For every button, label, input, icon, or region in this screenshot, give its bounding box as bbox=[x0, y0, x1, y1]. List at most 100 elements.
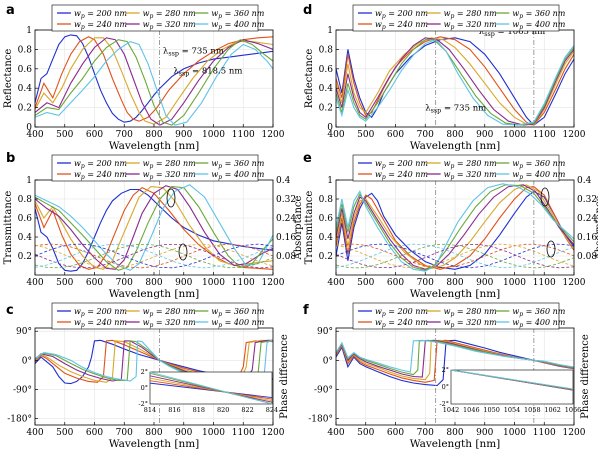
series-line-w-p-400-nm bbox=[35, 184, 273, 271]
panel-letter-e: e bbox=[303, 151, 312, 166]
legend-entry-w-p-360-nm: wp = 360 nm bbox=[512, 307, 565, 318]
y-tick-label: 0° bbox=[22, 356, 32, 366]
absorptance-line-w-p-360-nm bbox=[35, 243, 273, 269]
x-tick-label: 900 bbox=[476, 130, 493, 140]
axis-marker-oval bbox=[178, 243, 188, 261]
y-tick-label: 0° bbox=[323, 356, 333, 366]
x-tick-label: 700 bbox=[417, 130, 434, 140]
x-tick-label: 600 bbox=[86, 130, 103, 140]
absorptance-line-w-p-200-nm bbox=[35, 243, 273, 269]
legend-entry-w-p-280-nm: wp = 280 nm bbox=[444, 159, 497, 170]
legend-entry-w-p-400-nm: wp = 400 nm bbox=[211, 170, 264, 181]
legend-entry-w-p-360-nm: wp = 360 nm bbox=[211, 159, 264, 170]
x-tick-label: 400 bbox=[26, 278, 43, 288]
x-tick-label: 700 bbox=[116, 428, 133, 438]
x-axis-label: Wavelength [nm] bbox=[410, 438, 501, 450]
x-tick-label: 600 bbox=[387, 278, 404, 288]
x-tick-label: 600 bbox=[86, 278, 103, 288]
x-tick-label: 900 bbox=[175, 278, 192, 288]
y-tick-label: -180° bbox=[7, 415, 32, 425]
inset-line-w-p-400-nm bbox=[149, 371, 273, 405]
legend-entry-w-p-240-nm: wp = 240 nm bbox=[375, 20, 428, 31]
legend-entry-w-p-360-nm: wp = 360 nm bbox=[512, 159, 565, 170]
y-tick-label: 0.2 bbox=[319, 104, 333, 114]
absorptance-line-w-p-320-nm bbox=[336, 243, 574, 269]
axis-marker-oval bbox=[546, 240, 556, 258]
legend-entry-w-p-400-nm: wp = 400 nm bbox=[211, 318, 264, 329]
x-tick-label: 1200 bbox=[563, 278, 586, 288]
x-tick-label: 900 bbox=[476, 278, 493, 288]
inset-line-w-p-400-nm bbox=[450, 369, 574, 390]
series-line-w-p-240-nm bbox=[336, 36, 574, 126]
x-tick-label: 1200 bbox=[262, 428, 285, 438]
absorptance-line-w-p-320-nm bbox=[35, 244, 273, 269]
inset-x-tick-label: 822 bbox=[241, 406, 253, 414]
y-tick-label: -180° bbox=[308, 415, 333, 425]
x-tick-label: 1000 bbox=[503, 428, 526, 438]
x-tick-label: 500 bbox=[56, 428, 73, 438]
panel-b: b 400 500 600 700 800 900 1000 1100 1200 0.2 0.4 0.6… bbox=[3, 151, 304, 300]
series-line-w-p-200-nm bbox=[336, 339, 574, 387]
x-tick-label: 600 bbox=[86, 428, 103, 438]
x-axis-label: Wavelength [nm] bbox=[109, 140, 200, 152]
x-tick-label: 800 bbox=[145, 278, 162, 288]
legend: wp = 200 nm wp = 280 nm wp = 360 nm wp = 24… bbox=[51, 302, 265, 330]
y-tick-label: 0.4 bbox=[18, 233, 33, 243]
annotation: λssp = 1065 nm bbox=[479, 27, 545, 38]
annotation: λssp = 735 nm bbox=[425, 104, 486, 115]
y-tick-label: 0 bbox=[26, 123, 32, 133]
inset-x-tick-label: 1058 bbox=[524, 406, 541, 414]
legend-entry-w-p-240-nm: wp = 240 nm bbox=[74, 20, 127, 31]
panel-d: d 400 500 600 700 800 900 1000 1100 1200 0 0.2 0.4 0.… bbox=[303, 3, 586, 152]
x-tick-label: 500 bbox=[357, 130, 374, 140]
absorptance-line-w-p-400-nm bbox=[35, 243, 273, 269]
y-tick-label: 0 bbox=[327, 123, 333, 133]
x-tick-label: 400 bbox=[26, 428, 43, 438]
series-line-w-p-320-nm bbox=[35, 37, 273, 126]
legend-entry-w-p-200-nm: wp = 200 nm bbox=[375, 307, 428, 318]
y2-axis-label: Absorptance bbox=[594, 195, 598, 260]
legend-entry-w-p-360-nm: wp = 360 nm bbox=[211, 9, 264, 20]
y-axis-label: Phase difference bbox=[279, 334, 290, 419]
legend-entry-w-p-200-nm: wp = 200 nm bbox=[74, 159, 127, 170]
inset-x-tick-label: 1050 bbox=[483, 406, 500, 414]
legend-entry-w-p-360-nm: wp = 360 nm bbox=[211, 307, 264, 318]
y2-tick-label: 0.32 bbox=[276, 195, 296, 205]
x-axis-label: Wavelength [nm] bbox=[109, 438, 200, 450]
legend-entry-w-p-240-nm: wp = 240 nm bbox=[375, 318, 428, 329]
inset-x-tick-label: 816 bbox=[168, 406, 180, 414]
legend-entry-w-p-400-nm: wp = 400 nm bbox=[512, 318, 565, 329]
annotation: λssp = 735 nm bbox=[163, 46, 224, 57]
legend-entry-w-p-320-nm: wp = 320 nm bbox=[444, 318, 497, 329]
x-tick-label: 800 bbox=[446, 428, 463, 438]
panel-letter-f: f bbox=[303, 303, 309, 318]
x-tick-label: 500 bbox=[56, 130, 73, 140]
y-tick-label: 1 bbox=[26, 26, 32, 36]
x-tick-label: 900 bbox=[476, 428, 493, 438]
panel-letter-a: a bbox=[6, 3, 15, 18]
series-line-w-p-200-nm bbox=[35, 188, 273, 272]
series-line-w-p-280-nm bbox=[35, 37, 273, 125]
y-tick-label: 0.8 bbox=[319, 45, 334, 55]
x-tick-label: 600 bbox=[387, 130, 404, 140]
x-tick-label: 700 bbox=[116, 278, 133, 288]
y-tick-label: 0.6 bbox=[319, 65, 334, 75]
legend-entry-w-p-320-nm: wp = 320 nm bbox=[143, 170, 196, 181]
x-tick-label: 400 bbox=[327, 428, 344, 438]
inset-x-tick-label: 814 bbox=[144, 406, 156, 414]
series-line-w-p-240-nm bbox=[35, 36, 273, 122]
x-tick-label: 1000 bbox=[503, 278, 526, 288]
inset-y-tick-label: 2° bbox=[442, 366, 449, 374]
y-tick-label: 1 bbox=[327, 176, 333, 186]
x-tick-label: 700 bbox=[417, 278, 434, 288]
x-tick-label: 700 bbox=[116, 130, 133, 140]
x-tick-label: 600 bbox=[387, 428, 404, 438]
x-tick-label: 1100 bbox=[232, 130, 255, 140]
x-tick-label: 800 bbox=[446, 130, 463, 140]
series-line-w-p-320-nm bbox=[35, 185, 273, 270]
x-tick-label: 900 bbox=[175, 428, 192, 438]
y2-tick-label: 0.24 bbox=[276, 214, 296, 224]
legend: wp = 200 nm wp = 280 nm wp = 360 nm wp = 24… bbox=[51, 154, 265, 182]
legend-entry-w-p-320-nm: wp = 320 nm bbox=[143, 20, 196, 31]
inset-x-tick-label: 1042 bbox=[443, 406, 460, 414]
